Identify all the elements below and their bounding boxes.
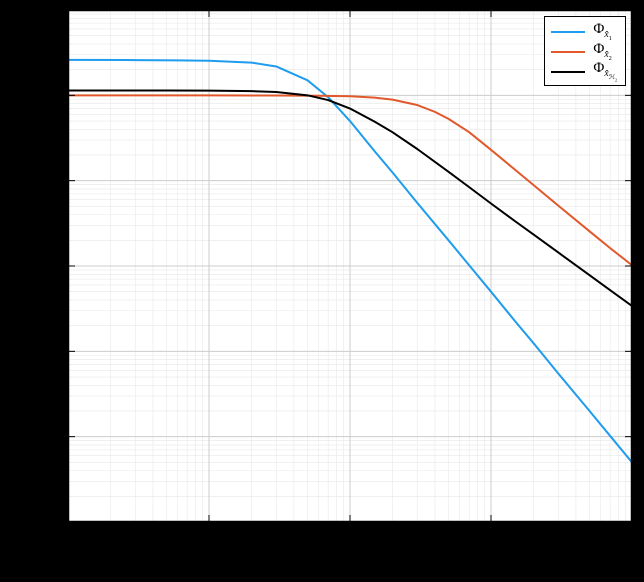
x-tick-label: 10-1: [337, 526, 363, 545]
legend-label: Φx̂1: [593, 21, 611, 42]
legend-item-phi_x2: Φx̂2: [551, 41, 617, 61]
legend-swatch: [551, 51, 585, 53]
legend: Φx̂1Φx̂2Φx̂ℋ2: [544, 16, 626, 86]
y-tick-label: 101: [40, 171, 62, 190]
y-tick-label: 100: [40, 257, 62, 276]
y-axis-label: PSD: [18, 257, 35, 285]
x-tick-label: 101: [621, 526, 643, 545]
plot-svg: [68, 10, 632, 522]
y-tick-label: 103: [40, 1, 62, 20]
y-tick-label: 10-3: [36, 513, 62, 532]
y-tick-label: 10-1: [36, 342, 62, 361]
legend-swatch: [551, 31, 585, 33]
legend-item-phi_xH2: Φx̂ℋ2: [551, 61, 617, 81]
x-tick-label: 100: [480, 526, 502, 545]
legend-swatch: [551, 71, 585, 73]
legend-item-phi_x1: Φx̂1: [551, 21, 617, 41]
plot-area: Φx̂1Φx̂2Φx̂ℋ2: [68, 10, 632, 522]
x-axis-label: f: [335, 548, 339, 565]
chart-container: Φx̂1Φx̂2Φx̂ℋ2 f PSD 10-3 10-2 10-1 100 101 10…: [0, 0, 644, 582]
y-tick-label: 102: [40, 86, 62, 105]
x-tick-label: 10-2: [196, 526, 222, 545]
y-tick-label: 10-2: [36, 427, 62, 446]
legend-label: Φx̂2: [593, 41, 611, 62]
legend-label: Φx̂ℋ2: [593, 60, 617, 82]
